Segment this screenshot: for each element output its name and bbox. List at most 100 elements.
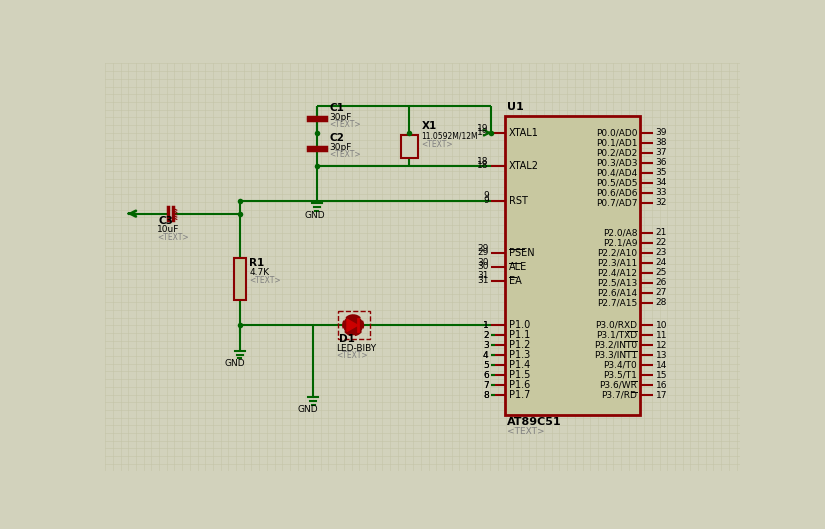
Text: 14: 14 — [656, 361, 667, 370]
Text: C3: C3 — [158, 216, 173, 226]
Text: P0.2/AD2: P0.2/AD2 — [596, 148, 637, 157]
Text: 35: 35 — [656, 168, 667, 177]
Text: 11: 11 — [656, 331, 667, 340]
Text: <TEXT>: <TEXT> — [507, 427, 544, 436]
Text: 10uF: 10uF — [157, 225, 179, 234]
Text: P2.3/A11: P2.3/A11 — [597, 258, 637, 268]
Text: P2.2/A10: P2.2/A10 — [597, 249, 637, 258]
Text: <TEXT>: <TEXT> — [337, 351, 368, 360]
Text: EA: EA — [509, 276, 521, 286]
Text: 37: 37 — [656, 148, 667, 157]
Text: 26: 26 — [656, 278, 667, 287]
Text: 2: 2 — [483, 331, 488, 340]
Text: ALE: ALE — [509, 262, 527, 272]
Text: P0.7/AD7: P0.7/AD7 — [596, 198, 637, 207]
Text: P2.5/A13: P2.5/A13 — [597, 278, 637, 287]
Text: 19: 19 — [477, 124, 488, 133]
Text: 4: 4 — [483, 351, 488, 360]
Text: U1: U1 — [507, 102, 524, 112]
Text: P1.0: P1.0 — [509, 320, 530, 330]
Text: 34: 34 — [656, 178, 667, 187]
Text: 3: 3 — [483, 341, 488, 350]
Text: LED-BIBY: LED-BIBY — [337, 344, 376, 353]
Text: 7: 7 — [483, 381, 488, 390]
Text: 19: 19 — [477, 128, 488, 138]
Text: 10: 10 — [656, 321, 667, 330]
Text: 3: 3 — [483, 341, 488, 350]
Text: P3.5/T1: P3.5/T1 — [603, 371, 637, 380]
Text: P0.1/AD1: P0.1/AD1 — [596, 138, 637, 147]
Text: 33: 33 — [656, 188, 667, 197]
Text: 24: 24 — [656, 258, 667, 268]
Text: 29: 29 — [478, 244, 488, 253]
Text: <TEXT>: <TEXT> — [249, 276, 281, 285]
Text: GND: GND — [224, 359, 245, 368]
Text: 6: 6 — [483, 371, 488, 380]
Text: 30: 30 — [477, 258, 488, 267]
Text: 28: 28 — [656, 298, 667, 307]
Text: 39: 39 — [656, 128, 667, 138]
Text: P3.6/WR: P3.6/WR — [600, 381, 637, 390]
Text: P3.3/INT1: P3.3/INT1 — [594, 351, 637, 360]
Text: 1: 1 — [483, 321, 488, 330]
Bar — [505, 116, 639, 415]
Text: 17: 17 — [656, 391, 667, 400]
Text: P1.3: P1.3 — [509, 350, 530, 360]
Text: P3.0/RXD: P3.0/RXD — [596, 321, 637, 330]
Text: P3.1/TXD: P3.1/TXD — [596, 331, 637, 340]
Text: 2: 2 — [483, 331, 488, 340]
Text: 31: 31 — [477, 271, 488, 280]
Text: <TEXT>: <TEXT> — [329, 150, 361, 159]
Text: C1: C1 — [329, 103, 344, 113]
Text: 21: 21 — [656, 229, 667, 238]
Text: P1.5: P1.5 — [509, 370, 530, 380]
Text: AT89C51: AT89C51 — [507, 417, 562, 427]
Text: XTAL1: XTAL1 — [509, 128, 539, 138]
Text: 5: 5 — [483, 361, 488, 370]
Bar — [337, 312, 370, 339]
Text: 18: 18 — [477, 161, 488, 170]
Text: 9: 9 — [483, 191, 488, 200]
Text: 7: 7 — [483, 381, 488, 390]
Text: 4.7K: 4.7K — [249, 268, 269, 277]
Text: P0.3/AD3: P0.3/AD3 — [596, 158, 637, 167]
Text: GND: GND — [298, 405, 318, 414]
Text: XTAL2: XTAL2 — [509, 161, 539, 171]
Text: 11.0592M/12M: 11.0592M/12M — [422, 132, 478, 141]
Text: 22: 22 — [656, 239, 667, 248]
Text: 13: 13 — [656, 351, 667, 360]
Text: <TEXT>: <TEXT> — [422, 140, 453, 149]
Text: 30pF: 30pF — [329, 113, 351, 122]
Text: P3.4/T0: P3.4/T0 — [604, 361, 637, 370]
Text: 12: 12 — [656, 341, 667, 350]
Text: 4: 4 — [483, 351, 488, 360]
Text: 18: 18 — [477, 157, 488, 166]
Text: P3.2/INT0: P3.2/INT0 — [594, 341, 637, 350]
Text: 36: 36 — [656, 158, 667, 167]
Text: GND: GND — [304, 211, 325, 220]
Text: P2.1/A9: P2.1/A9 — [603, 239, 637, 248]
Text: P2.7/A15: P2.7/A15 — [597, 298, 637, 307]
Text: PSEN: PSEN — [509, 248, 535, 258]
Text: P1.1: P1.1 — [509, 330, 530, 340]
Text: 27: 27 — [656, 288, 667, 297]
Bar — [401, 135, 417, 158]
Text: P0.4/AD4: P0.4/AD4 — [596, 168, 637, 177]
Text: 5: 5 — [483, 361, 488, 370]
Text: 16: 16 — [656, 381, 667, 390]
Bar — [233, 258, 246, 300]
Polygon shape — [347, 319, 358, 332]
Text: P1.7: P1.7 — [509, 390, 530, 400]
Text: P0.5/AD5: P0.5/AD5 — [596, 178, 637, 187]
Text: P1.6: P1.6 — [509, 380, 530, 390]
Text: 6: 6 — [483, 371, 488, 380]
Text: P1.2: P1.2 — [509, 340, 530, 350]
Text: P3.7/RD: P3.7/RD — [601, 391, 637, 400]
Text: X1: X1 — [422, 121, 437, 131]
Circle shape — [343, 315, 363, 335]
Text: 1: 1 — [483, 321, 488, 330]
Text: 30pF: 30pF — [329, 143, 351, 152]
Text: 9: 9 — [483, 196, 488, 205]
Text: P0.6/AD6: P0.6/AD6 — [596, 188, 637, 197]
Text: P2.4/A12: P2.4/A12 — [597, 268, 637, 277]
